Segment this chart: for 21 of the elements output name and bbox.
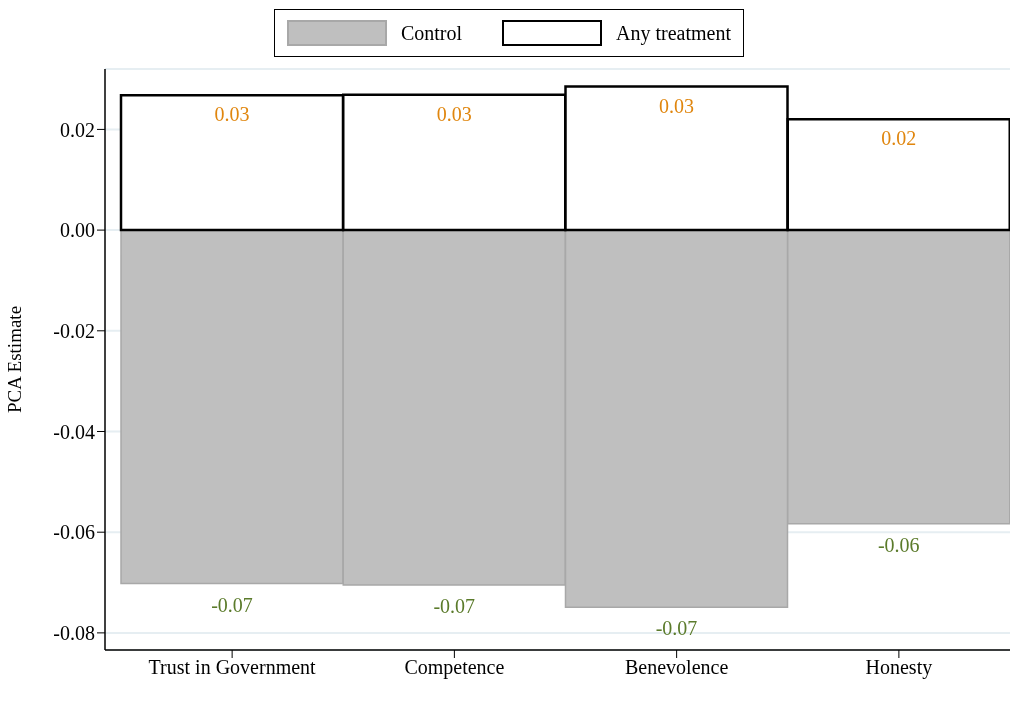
y-tick-label: 0.00 xyxy=(60,219,95,242)
data-label: -0.07 xyxy=(655,617,698,640)
data-label: 0.02 xyxy=(881,127,917,150)
data-label: 0.03 xyxy=(436,102,472,125)
y-tick-label: -0.08 xyxy=(53,621,95,644)
x-tick-label: Trust in Government xyxy=(148,656,317,679)
y-tick-label: -0.06 xyxy=(53,521,95,544)
data-label: -0.07 xyxy=(211,593,253,616)
x-tick-label: Honesty xyxy=(865,656,933,680)
data-label: -0.06 xyxy=(877,533,920,556)
x-tick-label: Competence xyxy=(404,656,505,680)
data-label: 0.03 xyxy=(214,103,250,126)
y-tick-label: -0.04 xyxy=(53,420,95,443)
x-tick-label: Benevolence xyxy=(624,656,729,679)
data-label: 0.03 xyxy=(659,94,694,117)
legend-label: Control xyxy=(400,21,463,45)
y-tick-label: -0.02 xyxy=(53,319,95,342)
y-axis-title: PCA Estimate xyxy=(3,305,25,414)
y-tick-label: 0.02 xyxy=(60,118,95,141)
data-label: -0.07 xyxy=(433,595,476,618)
legend-label: Any treatment xyxy=(616,21,732,45)
